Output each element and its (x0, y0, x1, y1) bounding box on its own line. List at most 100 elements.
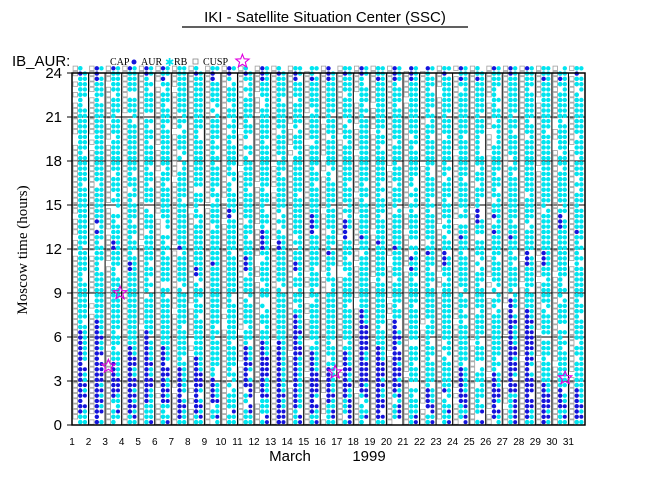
cusp-point (271, 81, 277, 87)
cusp-point (138, 329, 145, 335)
rb-point (99, 340, 104, 346)
rb-point (314, 140, 319, 145)
rb-point (496, 203, 501, 208)
aur-point (260, 377, 265, 383)
rb-point (446, 229, 452, 235)
cusp-point (469, 398, 476, 404)
rb-point (314, 361, 319, 367)
aur-point (342, 367, 348, 372)
cusp-point (205, 276, 211, 283)
rb-point (231, 92, 237, 97)
rb-point (326, 198, 331, 203)
rb-point (264, 118, 270, 124)
cusp-point (502, 218, 509, 225)
rb-point (392, 166, 397, 171)
rb-point (264, 330, 270, 335)
rb-point (380, 176, 385, 182)
rb-point (364, 382, 369, 388)
aur-point (177, 398, 182, 404)
cusp-point (205, 81, 211, 87)
rb-point (198, 108, 203, 113)
rb-point (248, 277, 253, 282)
rb-point (127, 76, 133, 82)
cusp-point (403, 282, 409, 288)
rb-point (293, 161, 298, 166)
cusp-point (205, 102, 211, 108)
rb-point (82, 345, 88, 351)
rb-point (115, 335, 121, 340)
rb-point (442, 330, 447, 335)
rb-point (99, 92, 104, 97)
cusp-point (138, 86, 145, 93)
cusp-point (205, 245, 211, 251)
rb-point (479, 176, 485, 182)
cusp-point (354, 414, 360, 420)
cusp-point (403, 250, 409, 256)
rb-point (181, 224, 187, 229)
rb-point (193, 129, 199, 134)
rb-point (210, 145, 215, 150)
cusp-point (436, 377, 442, 383)
cusp-point (370, 81, 376, 87)
rb-point (281, 250, 286, 256)
rb-point (281, 330, 286, 335)
rb-point (463, 356, 468, 361)
aur-point (463, 420, 468, 425)
rb-point (458, 324, 464, 330)
rb-point (375, 171, 381, 177)
rb-point (491, 224, 497, 230)
cusp-point (337, 255, 343, 261)
rb-point (181, 266, 187, 272)
rb-point (430, 298, 435, 303)
cusp-point (155, 329, 161, 335)
rb-point (181, 161, 187, 166)
cusp-point (304, 250, 310, 256)
rb-point (309, 261, 315, 266)
aur-point (94, 351, 100, 356)
aur-point (243, 367, 248, 372)
rb-point (281, 345, 286, 351)
rb-point (458, 319, 464, 325)
rb-point (148, 187, 154, 192)
cusp-point (254, 155, 260, 161)
cusp-point (469, 298, 476, 304)
rb-point (309, 134, 315, 140)
rb-point (165, 319, 170, 324)
cusp-point (238, 303, 244, 309)
rb-point (177, 335, 182, 340)
rb-point (165, 145, 170, 150)
rb-point (375, 161, 381, 166)
cusp-point (72, 366, 78, 372)
cusp-point (420, 102, 426, 108)
rb-point (479, 351, 485, 356)
aur-point (127, 388, 133, 393)
rb-point (293, 134, 298, 140)
cusp-point (205, 371, 211, 378)
rb-point (430, 213, 435, 219)
rb-point (508, 419, 513, 425)
rb-point (425, 150, 431, 156)
rb-point (496, 277, 501, 282)
rb-point (243, 208, 249, 214)
aur-point (94, 361, 100, 367)
cusp-point (403, 245, 409, 251)
cusp-point (122, 160, 128, 166)
rb-point (231, 419, 237, 425)
rb-point (210, 287, 215, 293)
rb-point (359, 298, 364, 303)
cusp-point (221, 334, 227, 341)
cusp-point (188, 139, 194, 145)
cusp-point (436, 303, 442, 309)
cusp-point (238, 255, 244, 261)
aur-point (425, 388, 430, 393)
rb-point (458, 192, 464, 198)
aur-point (99, 409, 104, 414)
cusp-point (387, 276, 393, 283)
cusp-point (304, 118, 310, 124)
rb-point (264, 97, 270, 103)
cusp-point (403, 350, 409, 357)
rb-point (408, 150, 414, 156)
cusp-point (221, 387, 227, 393)
cusp-point (320, 361, 327, 367)
rb-point (226, 382, 232, 388)
